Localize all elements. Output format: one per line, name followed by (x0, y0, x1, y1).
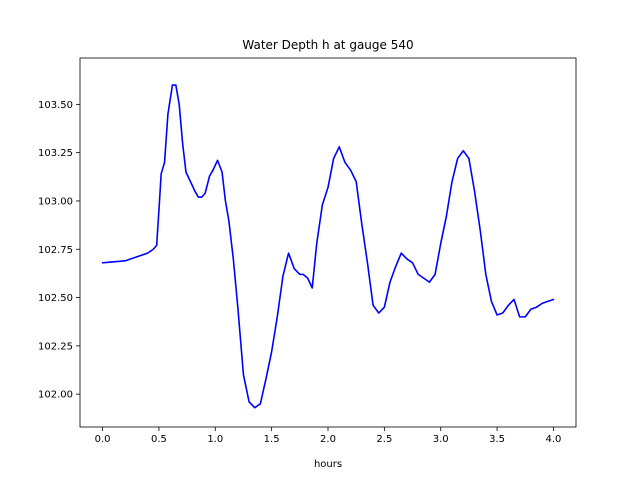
x-tick-label: 3.0 (433, 434, 449, 445)
series-line-0 (101, 84, 555, 409)
y-tick-label: 103.00 (38, 196, 73, 207)
x-tick-label: 2.0 (320, 434, 336, 445)
x-tick-label: 4.0 (546, 434, 562, 445)
x-axis-label: hours (314, 459, 342, 470)
x-tick-label: 1.5 (264, 434, 280, 445)
y-tick-label: 102.50 (38, 293, 73, 304)
y-tick-label: 102.00 (38, 390, 73, 401)
x-tick-label: 0.5 (151, 434, 167, 445)
y-tick-label: 103.50 (38, 100, 73, 111)
series-layer (101, 84, 555, 409)
x-axis: 0.0 0.5 1.0 1.5 2.0 2.5 3.0 3.5 4.0 (95, 427, 562, 445)
y-tick-label: 103.25 (38, 148, 73, 159)
chart-title: Water Depth h at gauge 540 (242, 38, 413, 52)
y-axis: 102.00 102.25 102.50 102.75 103.00 103.25 103.… (38, 100, 80, 401)
y-tick-label: 102.75 (38, 245, 73, 256)
x-tick-label: 1.0 (207, 434, 223, 445)
y-tick-label: 102.25 (38, 341, 73, 352)
x-tick-label: 2.5 (376, 434, 392, 445)
x-tick-label: 0.0 (95, 434, 111, 445)
x-tick-label: 3.5 (489, 434, 505, 445)
